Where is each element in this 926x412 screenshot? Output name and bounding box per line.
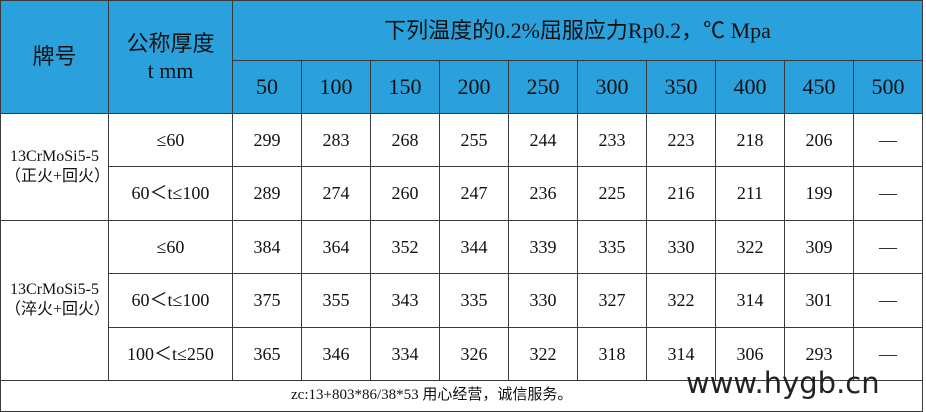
watermark: www.hygb.cn (686, 366, 880, 400)
value-cell: — (853, 113, 923, 168)
value-cell: 309 (784, 219, 854, 275)
value-cell: 322 (508, 326, 578, 381)
temperature-header: 400 (715, 60, 785, 114)
value-cell: 236 (508, 166, 578, 221)
header-title: 下列温度的0.2%屈服应力Rp0.2，℃ Mpa (232, 0, 923, 61)
temperature-header: 250 (508, 60, 578, 114)
value-cell: 343 (370, 273, 440, 328)
temperature-header: 150 (370, 60, 440, 114)
temperature-header: 50 (232, 60, 302, 114)
value-cell: 327 (577, 273, 647, 328)
value-cell: — (853, 326, 923, 381)
value-cell: 299 (232, 113, 302, 168)
temperature-header: 500 (853, 60, 923, 114)
temperature-header: 450 (784, 60, 854, 114)
thickness-cell: 60＜t≤100 (108, 166, 233, 221)
value-cell: 334 (370, 326, 440, 381)
value-cell: 223 (646, 113, 716, 168)
thickness-cell: ≤60 (108, 219, 233, 275)
value-cell: 346 (301, 326, 371, 381)
value-cell: 260 (370, 166, 440, 221)
grade-header: 牌号 (0, 0, 109, 114)
value-cell: 339 (508, 219, 578, 275)
temperature-header: 200 (439, 60, 509, 114)
value-cell: 330 (646, 219, 716, 275)
value-cell: 218 (715, 113, 785, 168)
value-cell: 314 (715, 273, 785, 328)
value-cell: 375 (232, 273, 302, 328)
thickness-cell: 60＜t≤100 (108, 273, 233, 328)
value-cell: 268 (370, 113, 440, 168)
value-cell: 244 (508, 113, 578, 168)
value-cell: — (853, 166, 923, 221)
value-cell: 384 (232, 219, 302, 275)
value-cell: 225 (577, 166, 647, 221)
value-cell: — (853, 219, 923, 275)
value-cell: 344 (439, 219, 509, 275)
value-cell: 355 (301, 273, 371, 328)
temperature-header: 300 (577, 60, 647, 114)
value-cell: 322 (715, 219, 785, 275)
value-cell: 326 (439, 326, 509, 381)
value-cell: 335 (439, 273, 509, 328)
value-cell: 322 (646, 273, 716, 328)
grade-cell: 13CrMoSi5-5（淬火+回火） (0, 219, 110, 381)
value-cell: 274 (301, 166, 371, 221)
value-cell: 233 (577, 113, 647, 168)
value-cell: 255 (439, 113, 509, 168)
value-cell: 318 (577, 326, 647, 381)
value-cell: 199 (784, 166, 854, 221)
grade-cell: 13CrMoSi5-5（正火+回火） (0, 113, 110, 221)
thickness-cell: ≤60 (108, 113, 233, 168)
value-cell: 365 (232, 326, 302, 381)
value-cell: 364 (301, 219, 371, 275)
temperature-header: 100 (301, 60, 371, 114)
value-cell: 211 (715, 166, 785, 221)
value-cell: 206 (784, 113, 854, 168)
value-cell: 289 (232, 166, 302, 221)
thickness-header-line: 公称厚度 (126, 30, 215, 56)
value-cell: 247 (439, 166, 509, 221)
value-cell: 335 (577, 219, 647, 275)
value-cell: 301 (784, 273, 854, 328)
value-cell: 352 (370, 219, 440, 275)
value-cell: 216 (646, 166, 716, 221)
value-cell: — (853, 273, 923, 328)
value-cell: 283 (301, 113, 371, 168)
thickness-header-line: t mm (147, 58, 194, 83)
thickness-cell: 100＜t≤250 (108, 326, 233, 381)
thickness-header: 公称厚度 t mm (108, 0, 233, 114)
value-cell: 330 (508, 273, 578, 328)
temperature-header: 350 (646, 60, 716, 114)
